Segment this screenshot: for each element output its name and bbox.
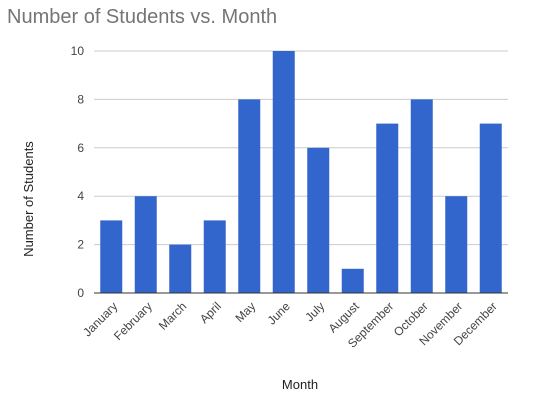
x-tick-label: February (111, 299, 155, 343)
bar-june (272, 51, 295, 293)
y-axis-ticks: 0 2 4 6 8 10 (71, 44, 85, 300)
x-axis-title: Month (282, 377, 318, 392)
x-tick-label: June (265, 299, 294, 328)
x-tick-label: April (197, 299, 224, 326)
bar-july (307, 147, 330, 293)
y-tick-label: 8 (77, 92, 84, 106)
y-axis-title: Number of Students (21, 141, 36, 257)
bar-october (410, 99, 433, 294)
bar-september (376, 123, 399, 293)
bar-december (479, 123, 502, 293)
chart-title: Number of Students vs. Month (7, 6, 277, 28)
y-tick-label: 2 (77, 238, 84, 252)
bar-august (341, 268, 364, 293)
bar-march (169, 244, 192, 293)
y-tick-label: 0 (77, 286, 84, 300)
y-tick-label: 6 (77, 141, 84, 155)
x-tick-label: May (232, 299, 258, 325)
bar-may (238, 99, 261, 294)
x-tick-label: March (156, 299, 189, 332)
y-tick-label: 4 (77, 189, 84, 203)
gridlines (94, 50, 508, 246)
bar-november (445, 196, 468, 293)
bar-february (134, 196, 157, 293)
bar-april (203, 220, 226, 293)
bars (100, 51, 502, 294)
x-tick-label: July (302, 299, 327, 324)
bar-january (100, 220, 123, 293)
y-tick-label: 10 (71, 44, 85, 58)
